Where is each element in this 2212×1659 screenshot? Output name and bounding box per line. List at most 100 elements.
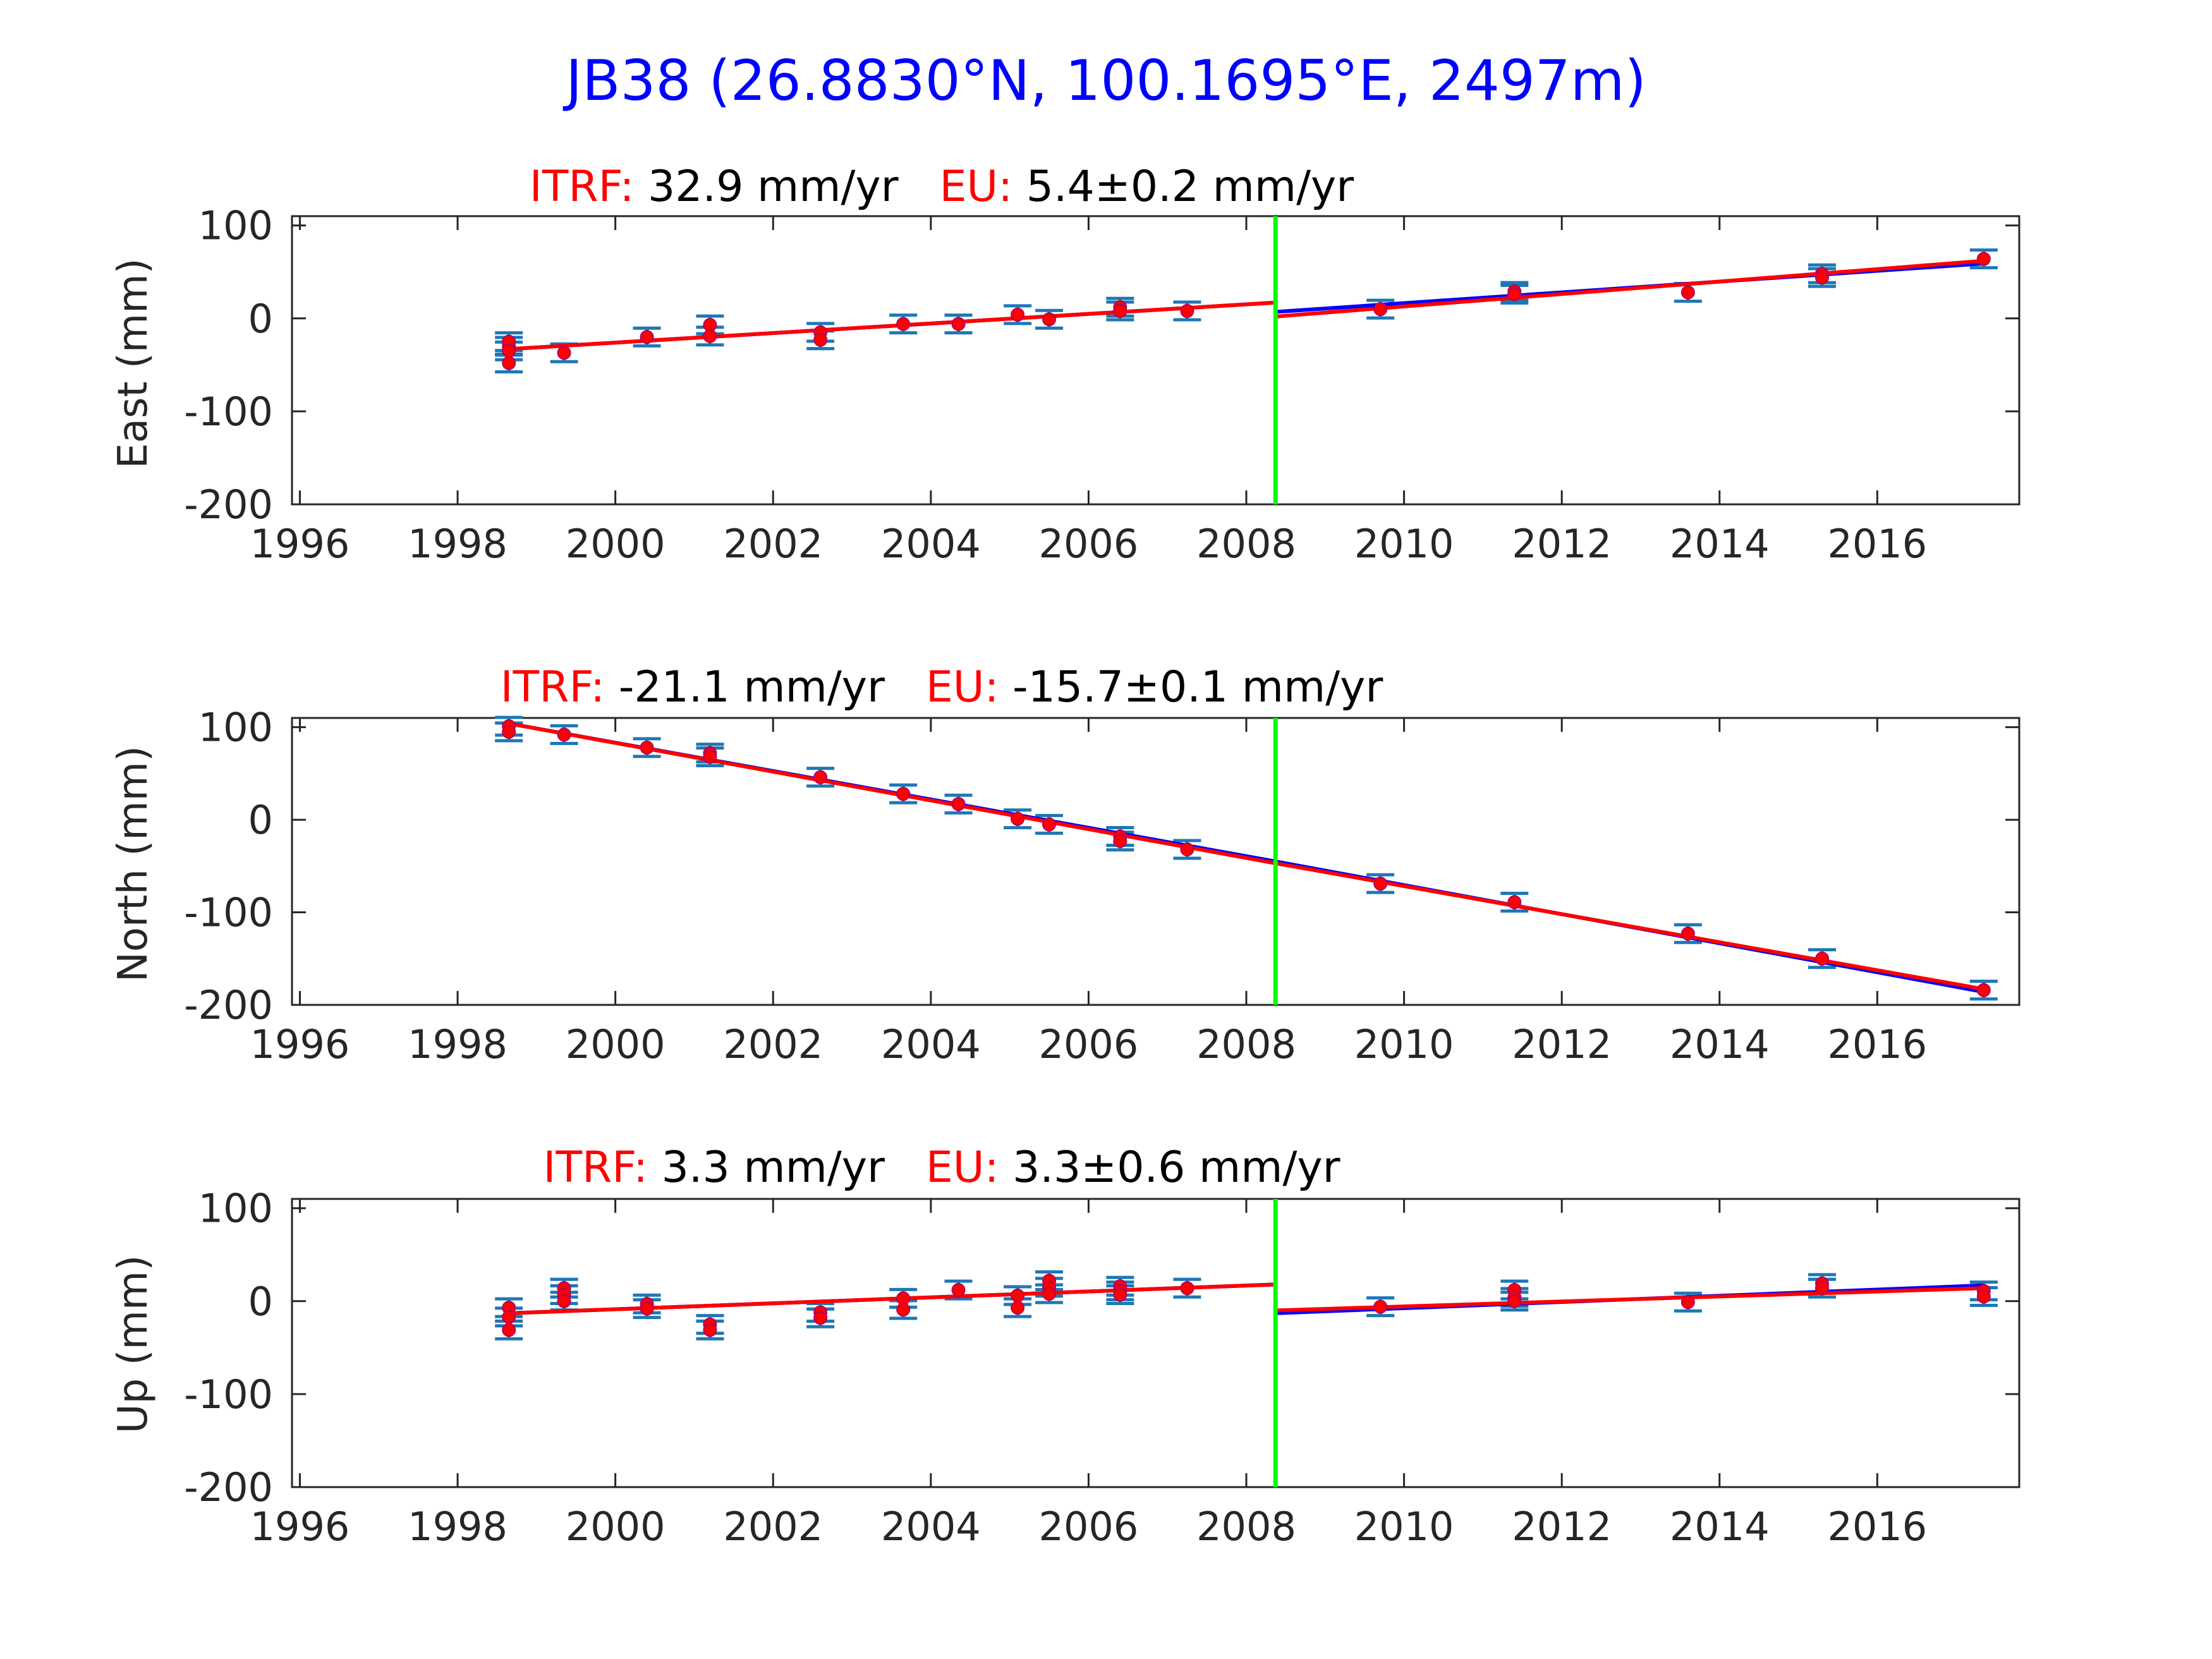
east-axes-box bbox=[291, 215, 2021, 506]
north-panel: ITRF: -21.1 mm/yr EU: -15.7±0.1 mm/yr No… bbox=[110, 662, 2021, 1067]
up-data-point bbox=[1976, 1289, 1991, 1304]
up-rate-title: ITRF: 3.3 mm/yr EU: 3.3±0.6 mm/yr bbox=[543, 1143, 1340, 1193]
east-itrf-value: 32.9 mm/yr bbox=[634, 162, 898, 212]
east-y-tick-label: -100 bbox=[184, 389, 273, 435]
up-eu-fit-line bbox=[509, 1282, 1276, 1315]
north-y-tick-label: -200 bbox=[184, 982, 273, 1028]
north-data-point bbox=[1042, 817, 1057, 832]
up-itrf-value: 3.3 mm/yr bbox=[648, 1143, 885, 1193]
north-eu-value: -15.7±0.1 mm/yr bbox=[999, 662, 1383, 712]
up-data-point bbox=[1042, 1287, 1057, 1301]
east-data-point bbox=[1976, 252, 1991, 266]
up-x-tick-label: 1998 bbox=[408, 1504, 507, 1550]
north-data-point bbox=[1113, 834, 1127, 848]
north-data-point bbox=[813, 770, 828, 784]
east-itrf-label: ITRF: bbox=[530, 162, 635, 212]
north-rate-title: ITRF: -21.1 mm/yr EU: -15.7±0.1 mm/yr bbox=[501, 662, 1383, 712]
east-data-point bbox=[1042, 312, 1057, 327]
north-data-point bbox=[1680, 927, 1695, 941]
east-x-tick-label: 2008 bbox=[1196, 521, 1296, 567]
up-data-point bbox=[1180, 1281, 1194, 1296]
north-data-point bbox=[896, 787, 911, 801]
east-data-point bbox=[557, 346, 571, 360]
north-data-point bbox=[557, 727, 571, 742]
up-data-point bbox=[813, 1311, 828, 1325]
north-x-tick-label: 2008 bbox=[1196, 1021, 1296, 1067]
up-panel: ITRF: 3.3 mm/yr EU: 3.3±0.6 mm/yr Up (mm… bbox=[110, 1143, 2021, 1550]
north-data-point bbox=[1180, 842, 1194, 856]
east-data-point bbox=[1507, 287, 1522, 301]
up-y-tick-label: 100 bbox=[198, 1186, 273, 1232]
north-axes-box bbox=[291, 717, 2021, 1006]
east-eu-fit-line bbox=[1275, 258, 1984, 319]
up-itrf-label: ITRF: bbox=[543, 1143, 648, 1193]
east-x-tick-label: 2016 bbox=[1827, 521, 1927, 567]
north-x-tick-label: 2014 bbox=[1670, 1021, 1770, 1067]
up-y-tick-label: 0 bbox=[248, 1279, 273, 1325]
north-data-point bbox=[1507, 895, 1522, 909]
east-y-axis-label: East (mm) bbox=[110, 258, 157, 468]
north-y-tick-label: 0 bbox=[248, 797, 273, 843]
up-data-point bbox=[896, 1303, 911, 1317]
east-y-tick-label: 100 bbox=[198, 203, 273, 249]
up-data-point bbox=[703, 1323, 717, 1337]
up-data-point bbox=[1680, 1295, 1695, 1310]
up-data-point bbox=[951, 1283, 966, 1297]
east-data-point bbox=[1113, 304, 1127, 319]
up-data-point bbox=[1011, 1288, 1025, 1303]
north-x-tick-label: 2002 bbox=[723, 1021, 823, 1067]
up-x-tick-label: 2008 bbox=[1196, 1504, 1296, 1550]
east-x-tick-label: 2000 bbox=[566, 521, 665, 567]
east-data-point bbox=[502, 356, 516, 370]
east-panel: ITRF: 32.9 mm/yr EU: 5.4±0.2 mm/yr East … bbox=[110, 162, 2021, 567]
up-x-tick-label: 1996 bbox=[250, 1504, 350, 1550]
east-data-point bbox=[1180, 304, 1194, 319]
east-data-point bbox=[1011, 307, 1025, 322]
north-data-point bbox=[502, 724, 516, 739]
up-x-tick-label: 2012 bbox=[1512, 1504, 1612, 1550]
east-x-tick-label: 2012 bbox=[1512, 521, 1612, 567]
east-y-tick-label: 0 bbox=[248, 296, 273, 342]
east-y-tick-label: -200 bbox=[184, 482, 273, 528]
east-data-point bbox=[502, 344, 516, 358]
up-x-tick-label: 2016 bbox=[1827, 1504, 1927, 1550]
up-axes-box bbox=[291, 1198, 2021, 1488]
east-x-tick-label: 2010 bbox=[1354, 521, 1454, 567]
north-data-point bbox=[703, 750, 717, 764]
north-itrf-value: -21.1 mm/yr bbox=[605, 662, 885, 712]
north-x-tick-label: 2004 bbox=[881, 1021, 981, 1067]
east-eu-fit-line bbox=[509, 300, 1276, 351]
up-data-point bbox=[1011, 1301, 1025, 1315]
up-data-point bbox=[1373, 1299, 1388, 1314]
up-x-tick-label: 2002 bbox=[723, 1504, 823, 1550]
up-data-point bbox=[1507, 1294, 1522, 1308]
north-x-tick-label: 1996 bbox=[250, 1021, 350, 1067]
up-x-tick-label: 2000 bbox=[566, 1504, 665, 1550]
north-eu-label: EU: bbox=[926, 662, 999, 712]
north-data-point bbox=[1373, 877, 1388, 891]
up-data-point bbox=[640, 1301, 654, 1316]
north-x-tick-label: 2016 bbox=[1827, 1021, 1927, 1067]
north-x-tick-label: 2010 bbox=[1354, 1021, 1454, 1067]
north-data-point bbox=[1976, 983, 1991, 997]
north-data-point bbox=[951, 797, 966, 811]
east-x-tick-label: 2006 bbox=[1039, 521, 1139, 567]
east-data-point bbox=[640, 330, 654, 344]
east-x-tick-label: 2014 bbox=[1670, 521, 1770, 567]
east-data-point bbox=[813, 332, 828, 347]
up-data-point bbox=[502, 1310, 516, 1324]
north-y-axis-label: North (mm) bbox=[110, 746, 157, 982]
north-eu-fit-line bbox=[1275, 861, 1984, 992]
up-eu-label: EU: bbox=[926, 1143, 999, 1193]
east-rate-title: ITRF: 32.9 mm/yr EU: 5.4±0.2 mm/yr bbox=[530, 162, 1354, 212]
north-x-tick-label: 2006 bbox=[1039, 1021, 1139, 1067]
east-data-point bbox=[896, 317, 911, 331]
north-y-tick-label: 100 bbox=[198, 705, 273, 751]
up-data-point bbox=[502, 1323, 516, 1337]
east-plot: 1996 1998 2000 2002 2004 2006 2008 2010 2012 2014… bbox=[184, 203, 2021, 567]
east-eu-value: 5.4±0.2 mm/yr bbox=[1012, 162, 1354, 212]
up-x-tick-label: 2014 bbox=[1670, 1504, 1770, 1550]
up-eu-value: 3.3±0.6 mm/yr bbox=[999, 1143, 1340, 1193]
east-data-point bbox=[951, 317, 966, 331]
